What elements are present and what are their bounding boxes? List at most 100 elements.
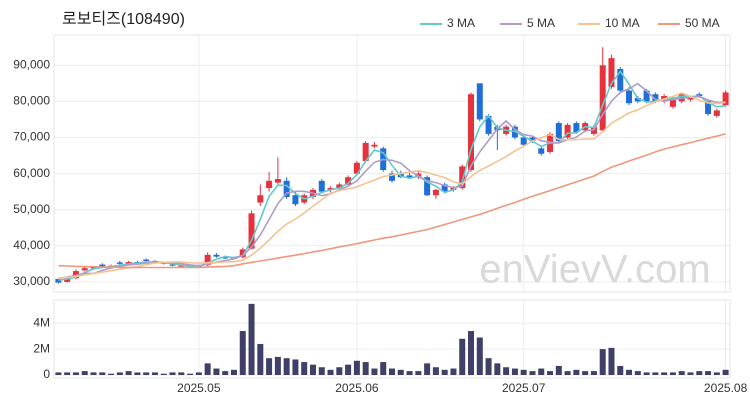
legend-label: 3 MA bbox=[447, 16, 475, 30]
candle-body bbox=[292, 195, 299, 205]
volume-bar bbox=[669, 372, 676, 375]
volume-bar bbox=[116, 372, 123, 375]
candle-body bbox=[634, 97, 641, 102]
candle-body bbox=[116, 262, 123, 264]
volume-bar bbox=[608, 347, 615, 375]
candle-body bbox=[485, 115, 492, 134]
y-tick-label: 50,000 bbox=[13, 202, 50, 216]
candle-body bbox=[406, 175, 413, 178]
volume-bar bbox=[617, 365, 624, 375]
candle-body bbox=[573, 123, 580, 133]
volume-bar bbox=[55, 372, 62, 375]
volume-bar bbox=[204, 363, 211, 375]
volume-bar bbox=[143, 372, 150, 375]
volume-bar bbox=[643, 372, 650, 375]
candle-body bbox=[204, 254, 211, 266]
volume-bar bbox=[81, 371, 88, 375]
ma-line bbox=[58, 92, 726, 280]
legend-label: 10 MA bbox=[605, 16, 640, 30]
volume-bar bbox=[705, 371, 712, 375]
volume-panel bbox=[53, 299, 731, 379]
volume-bar bbox=[301, 362, 308, 375]
volume-bar bbox=[450, 368, 457, 375]
volume-tick-label: 0 bbox=[43, 367, 50, 381]
volume-bar bbox=[178, 372, 185, 375]
volume-bar bbox=[248, 303, 255, 375]
volume-bar bbox=[222, 371, 229, 375]
candle-body bbox=[643, 90, 650, 102]
volume-bar bbox=[353, 360, 360, 375]
candle-body bbox=[669, 97, 676, 107]
candle-body bbox=[99, 264, 106, 267]
candle-body bbox=[520, 137, 527, 145]
watermark: enVievV.com bbox=[479, 248, 710, 292]
volume-bar bbox=[371, 368, 378, 375]
candle-body bbox=[468, 94, 475, 170]
candle-body bbox=[608, 58, 615, 87]
candle-body bbox=[239, 249, 246, 258]
candle-body bbox=[55, 279, 62, 283]
volume-bar bbox=[108, 373, 115, 375]
candle-body bbox=[274, 179, 281, 183]
volume-bar bbox=[266, 358, 273, 375]
candle-body bbox=[336, 184, 343, 189]
volume-bar bbox=[257, 343, 264, 375]
volume-bar bbox=[476, 337, 483, 375]
volume-bar bbox=[713, 372, 720, 375]
volume-bar bbox=[494, 363, 501, 375]
candle-body bbox=[441, 184, 448, 192]
candle-body bbox=[353, 162, 360, 174]
volume-bar bbox=[485, 358, 492, 375]
volume-bar bbox=[520, 369, 527, 375]
candle-body bbox=[432, 189, 439, 196]
candle-body bbox=[143, 259, 150, 261]
chart-title: 로보티즈(108490) bbox=[62, 10, 185, 28]
volume-bar bbox=[99, 372, 106, 375]
candle-body bbox=[696, 94, 703, 97]
legend-label: 50 MA bbox=[685, 16, 720, 30]
candle-body bbox=[389, 173, 395, 181]
volume-bar bbox=[441, 369, 448, 375]
legend-label: 5 MA bbox=[527, 16, 555, 30]
volume-bar bbox=[309, 364, 316, 375]
volume-bar bbox=[283, 358, 290, 375]
candle-body bbox=[564, 124, 571, 138]
volume-bar bbox=[468, 331, 475, 375]
candle-body bbox=[248, 213, 255, 249]
x-tick-label: 2025.07 bbox=[502, 381, 546, 395]
candle-body bbox=[327, 188, 334, 190]
x-tick-label: 2025.06 bbox=[335, 381, 379, 395]
candle-body bbox=[555, 123, 562, 142]
y-tick-label: 90,000 bbox=[13, 57, 50, 71]
candle-body bbox=[178, 265, 185, 267]
x-tick-label: 2025.08 bbox=[704, 381, 748, 395]
volume-bar bbox=[389, 368, 395, 375]
y-tick-label: 70,000 bbox=[13, 130, 50, 144]
candle-body bbox=[169, 264, 176, 266]
volume-bar bbox=[406, 371, 413, 375]
candle-body bbox=[687, 97, 694, 100]
candle-body bbox=[424, 177, 431, 196]
volume-bar bbox=[345, 364, 352, 375]
volume-bar bbox=[529, 371, 536, 375]
candle-body bbox=[476, 83, 483, 120]
volume-bar bbox=[362, 362, 369, 375]
volume-bar bbox=[151, 372, 158, 375]
volume-bar bbox=[555, 365, 562, 375]
volume-bar bbox=[687, 372, 694, 375]
volume-bar bbox=[187, 373, 194, 375]
volume-bar bbox=[380, 362, 387, 375]
volume-bar bbox=[547, 371, 554, 375]
volume-bar bbox=[573, 369, 580, 375]
volume-bar bbox=[590, 371, 597, 375]
volume-bar bbox=[327, 369, 334, 375]
candle-body bbox=[125, 262, 132, 264]
volume-tick-label: 4M bbox=[33, 315, 50, 329]
x-tick-label: 2025.05 bbox=[177, 381, 221, 395]
y-tick-label: 80,000 bbox=[13, 94, 50, 108]
volume-bar bbox=[582, 371, 589, 375]
candle-body bbox=[626, 90, 633, 104]
volume-tick-label: 2M bbox=[33, 341, 50, 355]
volume-bar bbox=[274, 356, 281, 375]
candle-body bbox=[652, 94, 659, 102]
